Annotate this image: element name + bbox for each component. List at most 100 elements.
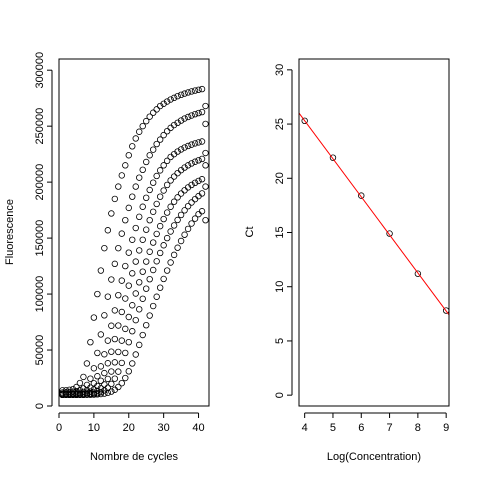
data-point: [108, 348, 115, 355]
right-x-axis-title: Log(Concentration): [327, 451, 421, 463]
data-point: [177, 117, 185, 124]
data-point: [118, 230, 125, 237]
data-point: [181, 90, 188, 97]
data-point: [139, 203, 146, 210]
data-point: [118, 172, 125, 179]
data-point: [97, 390, 105, 398]
data-point: [149, 266, 157, 274]
x-tick-label: 40: [192, 422, 204, 434]
data-point: [94, 373, 101, 380]
data-point: [184, 225, 192, 233]
data-point: [156, 222, 164, 230]
y-tick-label: 15: [274, 226, 286, 238]
data-point: [108, 210, 115, 217]
data-point: [108, 380, 115, 388]
data-point: [177, 146, 185, 153]
data-point: [181, 164, 188, 171]
x-tick-label: 10: [88, 422, 100, 434]
data-point: [198, 155, 206, 163]
data-point: [167, 259, 174, 266]
data-point: [139, 166, 146, 174]
data-point: [198, 108, 206, 116]
data-point: [118, 359, 125, 367]
x-tick-label: 7: [387, 422, 393, 434]
y-tick-label: 30: [274, 64, 286, 76]
data-point: [202, 102, 209, 110]
data-point: [170, 94, 178, 102]
data-point: [143, 194, 150, 201]
data-point: [174, 148, 181, 155]
data-point: [136, 128, 143, 135]
data-point: [188, 220, 195, 227]
y-tick-label: 150000: [34, 220, 46, 257]
data-point: [122, 325, 129, 333]
data-point: [139, 331, 146, 339]
data-point: [94, 391, 101, 398]
data-point: [118, 308, 125, 316]
data-point: [129, 236, 136, 243]
data-point: [174, 216, 181, 224]
data-point: [177, 211, 185, 219]
data-point: [160, 215, 167, 223]
data-point: [125, 313, 132, 321]
data-point: [122, 374, 129, 382]
data-point: [195, 157, 202, 164]
x-tick-label: 30: [158, 422, 170, 434]
data-point: [76, 391, 84, 399]
data-point: [202, 162, 209, 169]
data-point: [191, 87, 199, 94]
data-point: [97, 331, 105, 338]
data-point: [83, 391, 91, 398]
data-point: [170, 198, 178, 205]
x-tick-label: 8: [415, 422, 421, 434]
data-point: [139, 295, 146, 302]
data-point: [156, 284, 164, 291]
data-point: [143, 285, 150, 292]
data-point: [181, 144, 188, 151]
data-point: [136, 174, 143, 181]
data-point: [129, 360, 136, 367]
data-point: [132, 290, 139, 297]
data-point: [118, 337, 125, 344]
data-point: [136, 306, 143, 313]
left-data-points: [59, 85, 209, 399]
data-point: [188, 141, 195, 148]
data-point: [153, 106, 160, 113]
data-point: [184, 162, 192, 169]
data-point: [191, 140, 199, 147]
data-point: [149, 179, 157, 186]
x-tick-label: 6: [358, 422, 364, 434]
data-point: [167, 203, 174, 210]
data-point: [188, 88, 195, 95]
left-plot-frame: [58, 58, 210, 407]
data-point: [143, 321, 150, 329]
data-point: [87, 391, 94, 398]
data-point: [198, 85, 206, 93]
x-tick-label: 9: [443, 422, 449, 434]
data-point: [202, 216, 209, 224]
data-point: [202, 120, 209, 128]
data-point: [143, 226, 150, 233]
y-tick-label: 0: [34, 403, 46, 409]
data-point: [414, 270, 422, 277]
data-point: [101, 369, 108, 377]
amplification-plot: 0 10 20 30 40 0 50000 100000 150000 200000 250000…: [4, 52, 210, 463]
data-point: [386, 230, 393, 237]
data-point: [160, 100, 167, 107]
data-point: [108, 276, 115, 283]
data-point: [66, 391, 73, 399]
standard-curve-plot: 4 5 6 7 8 9 0 5 10 15 20 25 30 Log(Concentration) C…: [244, 58, 450, 463]
data-point: [111, 335, 119, 343]
data-point: [184, 202, 192, 210]
x-tick-label: 20: [123, 422, 135, 434]
data-point: [198, 190, 206, 197]
data-point: [129, 193, 136, 200]
data-point: [104, 384, 112, 391]
y-tick-label: 25: [274, 118, 286, 130]
data-point: [191, 215, 199, 222]
data-point: [139, 236, 146, 243]
data-point: [181, 115, 188, 122]
data-point: [177, 190, 185, 197]
